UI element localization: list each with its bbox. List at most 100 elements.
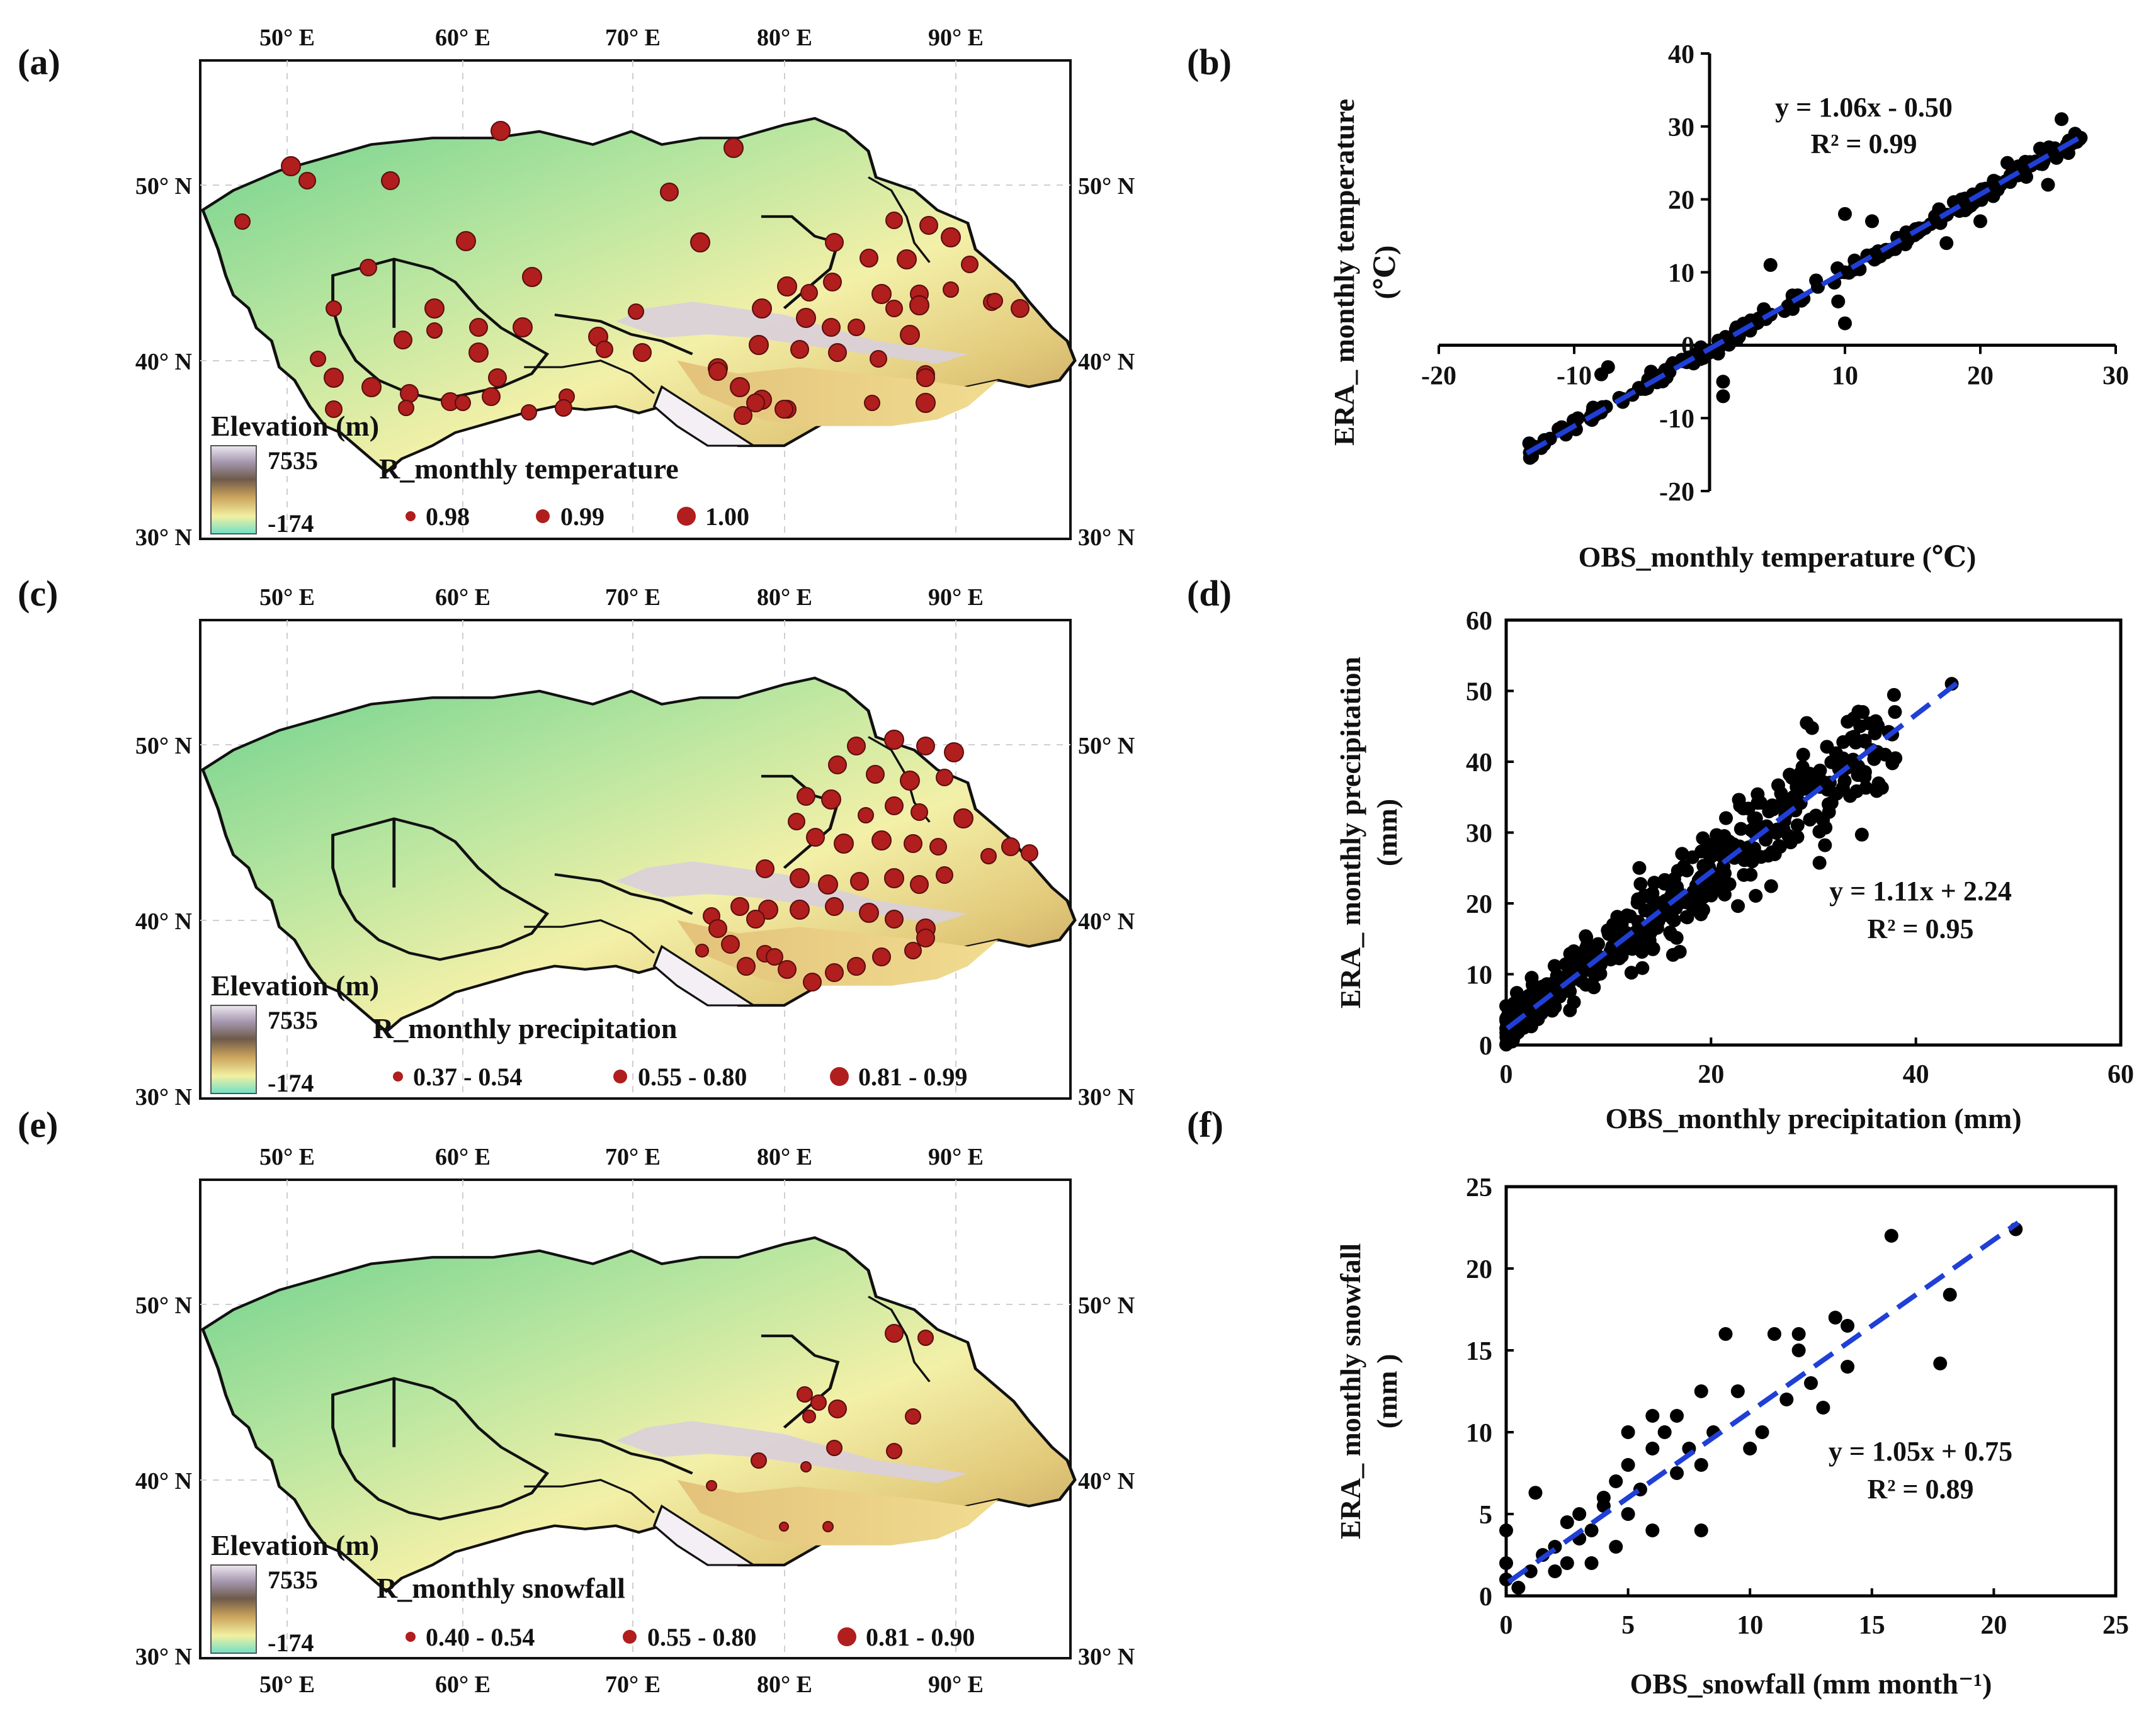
scatter-point — [1747, 841, 1761, 856]
x-axis-label: OBS_monthly temperature (℃) — [1579, 541, 1977, 573]
scatter-point — [1635, 944, 1649, 959]
scatter-point — [1609, 1474, 1623, 1488]
scatter-point — [1499, 1523, 1513, 1537]
lat-tick-left-30: 30° N — [135, 1644, 192, 1670]
scatter-point — [1511, 1581, 1526, 1595]
scatter-point — [1973, 214, 1987, 229]
scatter-point — [1572, 1507, 1587, 1521]
x-tick-label: -20 — [1421, 361, 1456, 390]
scatter-point — [1838, 206, 1852, 221]
legend-dot-a-mid — [536, 509, 550, 523]
x-tick-label: 5 — [1621, 1611, 1635, 1640]
r-squared: R² = 0.95 — [1867, 913, 1973, 944]
y-tick-label: 25 — [1466, 1173, 1492, 1202]
scatter-point — [1841, 1360, 1855, 1374]
lon-tick-bottom-70: 70° E — [605, 1671, 661, 1698]
legend-dot-c-small — [393, 1071, 403, 1082]
scatter-point — [1868, 726, 1882, 740]
legend-label-c-2: 0.55 - 0.80 — [638, 1063, 747, 1091]
scatter-point — [1888, 704, 1902, 719]
scatter-point — [1761, 849, 1776, 863]
scatter-point — [1770, 822, 1784, 837]
scatter-point — [1764, 879, 1778, 893]
scatter-point — [1716, 375, 1730, 389]
r-squared: R² = 0.89 — [1867, 1474, 1973, 1505]
scatter-point — [1635, 961, 1650, 975]
scatter-point — [1790, 818, 1805, 832]
scatter-point — [1584, 1523, 1599, 1537]
scatter-point — [1596, 1499, 1611, 1513]
lat-tick-left-40: 40° N — [135, 349, 192, 375]
scatter-point — [1812, 856, 1827, 870]
scatter-point — [1685, 850, 1699, 864]
scatter-point — [1875, 781, 1889, 795]
lon-tick-top-50: 50° E — [259, 1144, 315, 1170]
y-tick-label: 10 — [1466, 961, 1492, 990]
lon-tick-top-60: 60° E — [435, 25, 491, 51]
map-panel-e: 50° E 60° E 70° E 80° E 90° E 50° E 60° … — [135, 1144, 1135, 1698]
x-tick-label: -10 — [1557, 361, 1592, 390]
scatter-point — [1584, 1556, 1599, 1570]
lon-tick-top-70: 70° E — [605, 25, 661, 51]
scatter-point — [1755, 1425, 1769, 1439]
y-tick-label: 10 — [1668, 259, 1694, 288]
scatter-point — [1859, 781, 1873, 795]
panel-label-f: (f) — [1187, 1104, 1223, 1145]
legend-title-e: R_monthly snowfall — [377, 1572, 625, 1604]
fit-line — [1525, 133, 2084, 456]
scatter-point — [1632, 861, 1647, 875]
y-tick-label: 20 — [1466, 1255, 1492, 1284]
lat-tick-left-30: 30° N — [135, 1084, 192, 1111]
y-tick-label: -10 — [1659, 405, 1694, 434]
elevation-max: 7535 — [268, 1006, 318, 1034]
scatter-point — [1631, 895, 1646, 909]
scatter-point — [1579, 930, 1594, 945]
scatter-point — [1499, 1556, 1513, 1570]
lon-tick-top-80: 80° E — [757, 25, 812, 51]
x-tick-label: 15 — [1859, 1611, 1885, 1640]
scatter-point — [1856, 705, 1870, 720]
panel-label-d: (d) — [1187, 573, 1232, 614]
scatter-point — [1865, 214, 1879, 229]
scatter-point — [1783, 767, 1797, 782]
scatter-point — [1587, 980, 1601, 995]
scatter-point — [1743, 1442, 1757, 1455]
scatter-point — [1786, 796, 1800, 811]
y-tick-label: 0 — [1479, 1583, 1492, 1612]
scatter-point — [1838, 316, 1852, 331]
panel-label-a: (a) — [18, 42, 60, 82]
scatter-point — [2068, 127, 2082, 141]
y-tick-label: 30 — [1668, 113, 1694, 142]
legend-label-e-2: 0.55 - 0.80 — [647, 1623, 756, 1651]
y-tick-label: 20 — [1668, 186, 1694, 215]
scatter-point — [1749, 888, 1763, 903]
scatter-point — [1609, 1540, 1623, 1554]
legend-dot-a-large — [677, 507, 696, 526]
elevation-colorbar — [210, 1005, 257, 1094]
scatter-point — [1939, 236, 1954, 251]
scatter-point — [1560, 1556, 1574, 1570]
panel-label-b: (b) — [1187, 42, 1232, 82]
scatter-point — [1647, 876, 1662, 890]
scatter-point — [1816, 1401, 1830, 1415]
scatter-point — [1509, 986, 1524, 1000]
scatter-point — [1523, 1564, 1538, 1578]
scatter-point — [1828, 1311, 1842, 1325]
scatter-point — [1805, 721, 1819, 735]
legend-dot-e-mid — [623, 1630, 637, 1644]
lon-tick-top-70: 70° E — [605, 584, 661, 611]
y-tick-label: 40 — [1668, 40, 1694, 69]
x-tick-label: 10 — [1737, 1611, 1763, 1640]
scatter-point — [1648, 920, 1662, 934]
scatter-point — [1624, 966, 1638, 980]
scatter-point — [1767, 1327, 1781, 1341]
scatter-point — [1579, 948, 1594, 963]
lon-tick-top-90: 90° E — [928, 584, 984, 611]
elevation-colorbar — [210, 1564, 257, 1654]
scatter-point — [1886, 687, 1901, 702]
scatter-plot-f: 0 5 10 15 20 25 0 5 10 15 20 25 y = 1.05x + 0.75 R² =… — [1334, 1173, 2129, 1700]
scatter-point — [1621, 1425, 1635, 1439]
scatter-point — [1731, 899, 1745, 913]
scatter-point — [1698, 349, 1712, 363]
